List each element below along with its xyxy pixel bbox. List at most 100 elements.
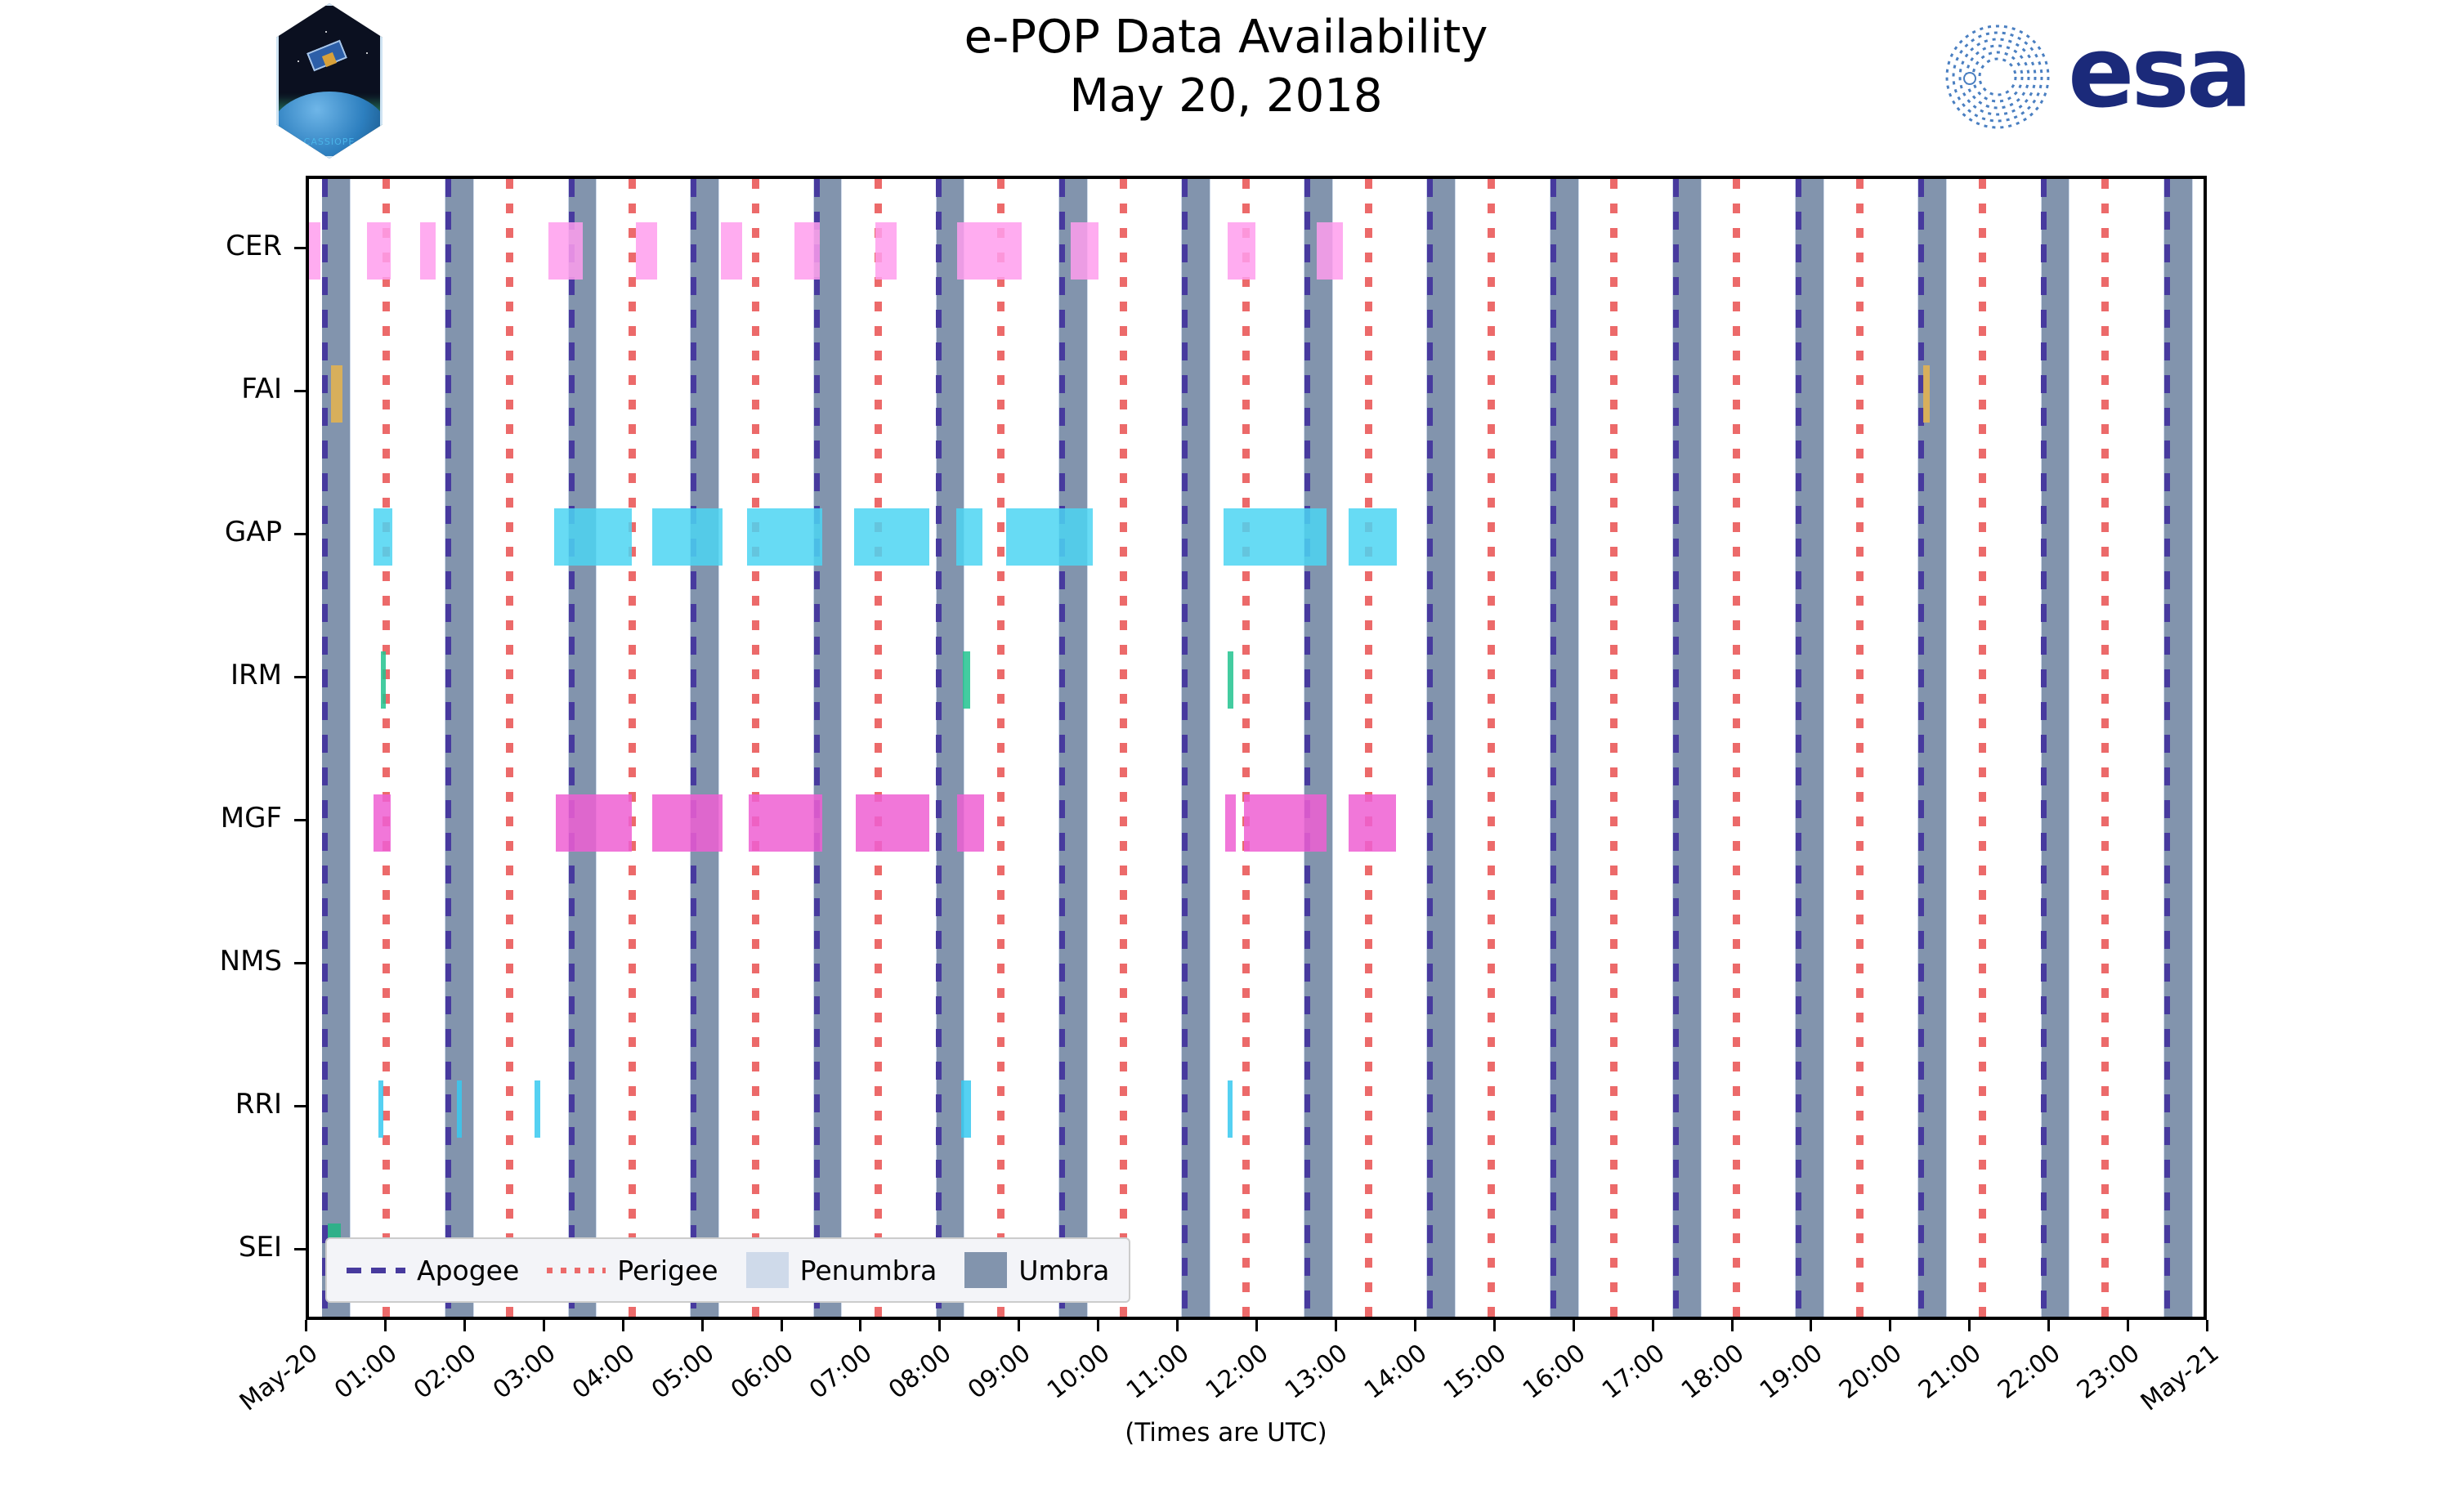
apogee-line [2041,179,2047,1317]
y-axis-label-sei: SEI [238,1230,282,1264]
data-bar-rri[interactable] [378,1080,384,1138]
data-bar-gap[interactable] [746,508,822,566]
x-axis-tick [1730,1320,1734,1331]
data-bar-fai[interactable] [331,365,342,423]
perigee-line [629,179,637,1317]
data-bar-cer[interactable] [309,221,320,280]
esa-wordmark: esa [2068,16,2253,130]
perigee-line [1364,179,1372,1317]
data-bar-irm[interactable] [1228,651,1233,709]
x-axis-tick [1176,1320,1179,1331]
data-bar-cer[interactable] [875,221,897,280]
data-bar-irm[interactable] [381,651,387,709]
data-bar-gap[interactable] [554,508,633,566]
data-bar-rri[interactable] [960,1080,972,1138]
y-axis-tick [294,675,306,678]
data-bar-rri[interactable] [1228,1080,1233,1138]
data-bar-mgf[interactable] [956,794,984,852]
perigee-line [1733,179,1741,1317]
data-bar-mgf[interactable] [1225,794,1236,852]
legend-label-perigee: Perigee [617,1254,718,1286]
x-axis-tick [859,1320,862,1331]
data-bar-gap[interactable] [1224,508,1327,566]
data-bar-cer[interactable] [1316,221,1343,280]
data-bar-gap[interactable] [853,508,929,566]
x-axis-tick [700,1320,704,1331]
x-axis-tick [2127,1320,2130,1331]
page-title: e-POP Data Availability May 20, 2018 [572,8,1880,125]
data-bar-fai[interactable] [1923,365,1930,423]
data-bar-cer[interactable] [720,221,743,280]
apogee-line [568,179,575,1317]
data-bar-cer[interactable] [794,221,821,280]
esa-globe-icon [1945,25,2050,129]
apogee-line [2163,179,2170,1317]
perigee-line [1487,179,1495,1317]
x-axis-tick [780,1320,783,1331]
data-bar-cer[interactable] [1228,221,1256,280]
perigee-line [1120,179,1128,1317]
legend-label-umbra: Umbra [1018,1254,1110,1286]
x-axis-tick [1968,1320,1971,1331]
apogee-line [1304,179,1311,1317]
x-axis-tick [1651,1320,1654,1331]
y-axis-tick [294,1247,306,1250]
esa-logo: esa [1945,15,2297,137]
apogee-line [814,179,821,1317]
data-bar-cer[interactable] [1071,221,1099,280]
data-bar-sei[interactable] [2204,1223,2207,1281]
y-axis-label-rri: RRI [235,1087,282,1121]
perigee-line [1978,179,1986,1317]
data-bar-gap[interactable] [1348,508,1397,566]
data-bar-mgf[interactable] [1243,794,1327,852]
data-bar-mgf[interactable] [556,794,633,852]
penumbra-swatch-icon [745,1252,789,1288]
apogee-line [1058,179,1065,1317]
data-bar-gap[interactable] [955,508,982,566]
apogee-line [936,179,942,1317]
cassiope-logo: CASSIOPE [276,3,383,159]
legend-item-penumbra[interactable]: Penumbra [745,1252,937,1288]
apogee-line [1796,179,1802,1317]
perigee-line [874,179,882,1317]
chart-legend[interactable]: Apogee Perigee Penumbra Umbra [325,1237,1131,1303]
data-bar-cer[interactable] [956,221,1022,280]
legend-item-perigee[interactable]: Perigee [547,1255,718,1286]
data-bar-cer[interactable] [548,221,584,280]
apogee-line [322,179,329,1317]
x-axis-tick [2206,1320,2208,1331]
legend-item-umbra[interactable]: Umbra [964,1252,1109,1288]
perigee-line [1855,179,1864,1317]
apogee-line [445,179,451,1317]
data-bar-irm[interactable] [962,651,971,709]
data-bar-rri[interactable] [457,1080,463,1138]
y-axis-label-cer: CER [226,229,282,262]
plot-area [306,176,2207,1320]
apogee-line [1672,179,1679,1317]
y-axis-label-mgf: MGF [220,801,282,834]
y-axis-label-nms: NMS [219,944,282,977]
data-bar-cer[interactable] [636,221,658,280]
data-bar-mgf[interactable] [651,794,723,852]
perigee-line [2101,179,2110,1317]
cassiope-logo-caption: CASSIOPE [303,136,356,147]
data-bar-gap[interactable] [651,508,723,566]
data-bar-mgf[interactable] [374,794,391,852]
data-bar-rri[interactable] [535,1080,540,1138]
data-bar-mgf[interactable] [1348,794,1396,852]
data-bar-cer[interactable] [419,221,436,280]
apogee-line-icon [347,1267,405,1273]
apogee-line [1427,179,1434,1317]
perigee-line [1610,179,1618,1317]
legend-item-apogee[interactable]: Apogee [347,1255,519,1286]
data-bar-mgf[interactable] [748,794,822,852]
data-bar-gap[interactable] [374,508,392,566]
data-bar-gap[interactable] [1005,508,1094,566]
y-axis-label-gap: GAP [224,515,282,548]
data-bar-cer[interactable] [366,221,391,280]
data-bar-mgf[interactable] [855,794,929,852]
y-axis-label-fai: FAI [241,372,282,405]
apogee-line [1181,179,1188,1317]
x-axis-tick [1018,1320,1021,1331]
y-axis-tick [294,246,306,249]
